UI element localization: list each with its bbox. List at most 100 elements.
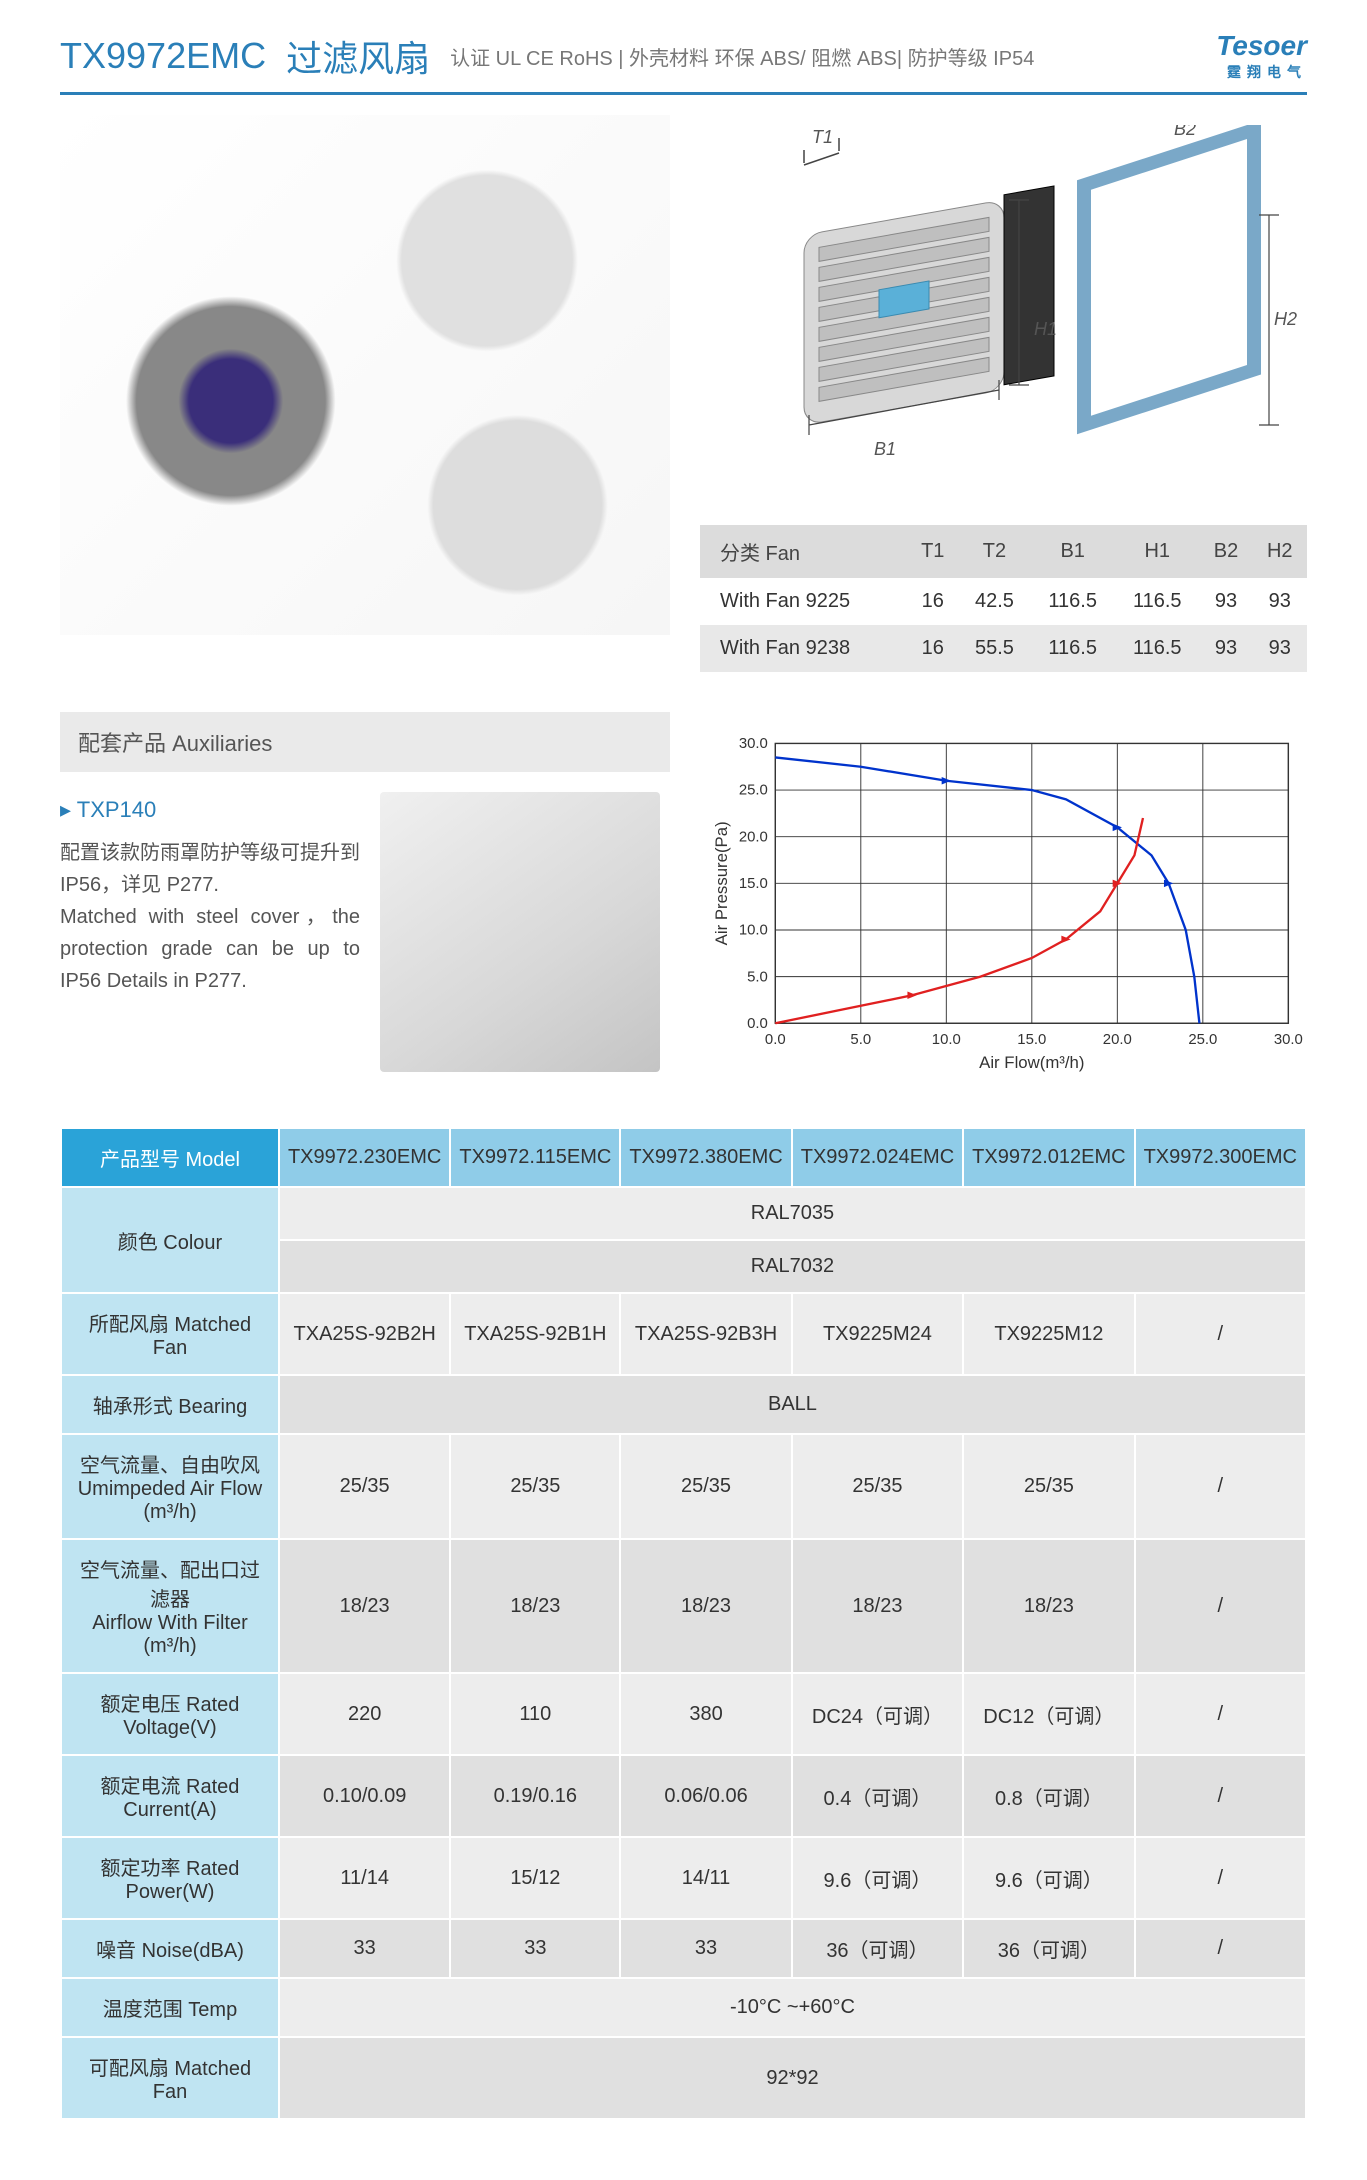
spec-cell: 36（可调） [963, 1919, 1134, 1978]
dim-cell: 55.5 [959, 625, 1031, 672]
dimension-table: 分类 FanT1T2B1H1B2H2 With Fan 92251642.511… [700, 525, 1307, 672]
aux-desc-cn: 配置该款防雨罩防护等级可提升到 IP56，详见 P277. [60, 837, 360, 901]
title-suffix: 过滤风扇 [286, 30, 430, 82]
spec-model-header: TX9972.012EMC [963, 1128, 1134, 1187]
spec-cell: 0.10/0.09 [279, 1755, 450, 1837]
spec-model-header: TX9972.380EMC [620, 1128, 791, 1187]
spec-model-header: TX9972.300EMC [1135, 1128, 1306, 1187]
spec-cell: 92*92 [279, 2037, 1306, 2119]
spec-cell: / [1135, 1293, 1306, 1375]
dim-label-b1: B1 [874, 439, 896, 459]
spec-cell: TXA25S-92B2H [279, 1293, 450, 1375]
spec-cell: 11/14 [279, 1837, 450, 1919]
dim-cell: 16 [907, 625, 959, 672]
dim-cell: 93 [1253, 625, 1308, 672]
dim-cell: 93 [1200, 578, 1253, 625]
svg-text:Air Flow(m³/h): Air Flow(m³/h) [979, 1053, 1084, 1072]
svg-text:10.0: 10.0 [932, 1031, 961, 1048]
spec-cell: TX9225M24 [792, 1293, 963, 1375]
spec-cell: 220 [279, 1673, 450, 1755]
dim-label-t2: T2 [894, 125, 915, 129]
spec-cell: -10°C ~+60°C [279, 1978, 1306, 2037]
spec-row-label: 颜色 Colour [61, 1187, 279, 1293]
photo-placeholder [60, 115, 670, 635]
airflow-pressure-chart: 0.05.010.015.020.025.030.00.05.010.015.0… [710, 712, 1307, 1092]
spec-cell: 33 [450, 1919, 620, 1978]
spec-row-label: 额定功率 Rated Power(W) [61, 1837, 279, 1919]
spec-row-label: 可配风扇 Matched Fan [61, 2037, 279, 2119]
spec-cell: RAL7032 [279, 1240, 1306, 1293]
spec-cell: / [1135, 1434, 1306, 1539]
dim-label-h1: H1 [1034, 319, 1057, 339]
spec-cell: BALL [279, 1375, 1306, 1434]
dim-cell: 93 [1200, 625, 1253, 672]
dim-label-h2: H2 [1274, 309, 1297, 329]
spec-cell: 18/23 [279, 1539, 450, 1673]
dim-cell: 116.5 [1115, 578, 1200, 625]
dim-header: H1 [1115, 525, 1200, 578]
spec-row-label: 空气流量、自由吹风Umimpeded Air Flow (m³/h) [61, 1434, 279, 1539]
spec-cell: TXA25S-92B3H [620, 1293, 791, 1375]
spec-cell: 9.6（可调） [963, 1837, 1134, 1919]
spec-cell: 380 [620, 1673, 791, 1755]
dim-header: 分类 Fan [700, 525, 907, 578]
svg-text:Air Pressure(Pa): Air Pressure(Pa) [712, 821, 731, 945]
svg-text:30.0: 30.0 [1274, 1031, 1303, 1048]
spec-row-label: 额定电流 Rated Current(A) [61, 1755, 279, 1837]
svg-text:5.0: 5.0 [747, 968, 768, 985]
spec-cell: RAL7035 [279, 1187, 1306, 1240]
spec-cell: DC24（可调） [792, 1673, 963, 1755]
dim-cell: 42.5 [959, 578, 1031, 625]
dim-cell: With Fan 9238 [700, 625, 907, 672]
dim-cell: 93 [1253, 578, 1308, 625]
dim-cell: 116.5 [1030, 625, 1115, 672]
spec-cell: 9.6（可调） [792, 1837, 963, 1919]
spec-cell: 25/35 [620, 1434, 791, 1539]
spec-model-header: TX9972.230EMC [279, 1128, 450, 1187]
spec-row-label: 噪音 Noise(dBA) [61, 1919, 279, 1978]
spec-cell: 110 [450, 1673, 620, 1755]
spec-row-label: 轴承形式 Bearing [61, 1375, 279, 1434]
dim-cell: 16 [907, 578, 959, 625]
page-header: TX9972EMC 过滤风扇 认证 UL CE RoHS | 外壳材料 环保 A… [0, 0, 1367, 92]
spec-cell: 18/23 [450, 1539, 620, 1673]
spec-cell: / [1135, 1755, 1306, 1837]
dim-header: B2 [1200, 525, 1253, 578]
svg-text:25.0: 25.0 [739, 782, 768, 799]
spec-cell: 25/35 [450, 1434, 620, 1539]
header-subtitle: 认证 UL CE RoHS | 外壳材料 环保 ABS/ 阻燃 ABS| 防护等… [450, 42, 1034, 71]
spec-row-label: 温度范围 Temp [61, 1978, 279, 2037]
dim-cell: 116.5 [1115, 625, 1200, 672]
dim-header: T1 [907, 525, 959, 578]
spec-cell: / [1135, 1673, 1306, 1755]
spec-cell: 25/35 [792, 1434, 963, 1539]
header-divider [60, 92, 1307, 95]
aux-desc-en: Matched with steel cover，the protection … [60, 901, 360, 997]
svg-text:10.0: 10.0 [739, 922, 768, 939]
spec-cell: / [1135, 1539, 1306, 1673]
model-number: TX9972EMC [60, 35, 266, 77]
spec-row-label: 所配风扇 Matched Fan [61, 1293, 279, 1375]
dim-cell: With Fan 9225 [700, 578, 907, 625]
logo-main: Tesoer [1216, 30, 1307, 62]
spec-cell: 0.4（可调） [792, 1755, 963, 1837]
spec-cell: DC12（可调） [963, 1673, 1134, 1755]
dim-label-t1: T1 [812, 127, 833, 147]
svg-text:25.0: 25.0 [1188, 1031, 1217, 1048]
spec-cell: 33 [620, 1919, 791, 1978]
aux-section-title: 配套产品 Auxiliaries [60, 712, 670, 772]
dim-header: T2 [959, 525, 1031, 578]
svg-text:0.0: 0.0 [765, 1031, 786, 1048]
aux-product-image [380, 792, 660, 1072]
dim-header: H2 [1253, 525, 1308, 578]
brand-logo: Tesoer 霆翔电气 [1216, 30, 1307, 82]
product-photo [60, 115, 670, 635]
spec-cell: TXA25S-92B1H [450, 1293, 620, 1375]
svg-text:30.0: 30.0 [739, 735, 768, 752]
dim-header: B1 [1030, 525, 1115, 578]
spec-cell: / [1135, 1837, 1306, 1919]
svg-text:15.0: 15.0 [739, 875, 768, 892]
dim-label-b2: B2 [1174, 125, 1196, 139]
spec-cell: 0.06/0.06 [620, 1755, 791, 1837]
spec-model-header: TX9972.024EMC [792, 1128, 963, 1187]
